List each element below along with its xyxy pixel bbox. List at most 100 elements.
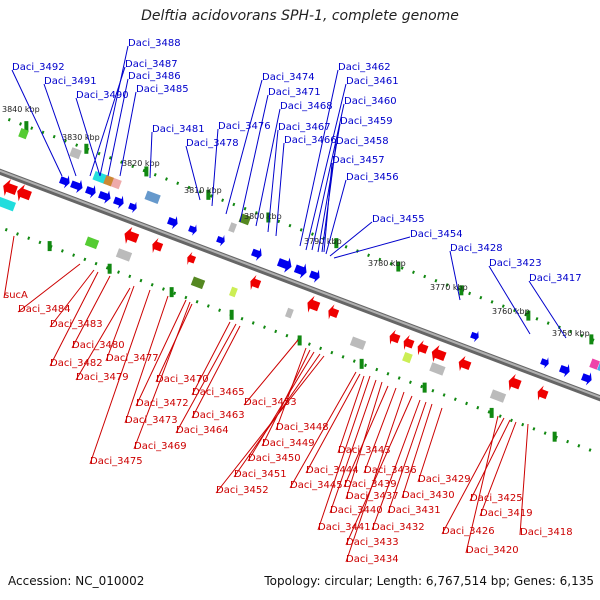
reverse-gene-arrow xyxy=(187,251,197,265)
kbp-scale-label: 3790 kbp xyxy=(304,237,342,246)
forward-gene-label-leader xyxy=(528,280,567,339)
kbp-scale-label: 3760 kbp xyxy=(492,307,530,316)
reverse-gene-arrow xyxy=(389,329,401,345)
forward-gene-label: Daci_3458 xyxy=(336,136,389,147)
forward-gene-box xyxy=(103,175,114,187)
forward-gene-label-leader xyxy=(299,69,339,247)
reverse-gene-label: Daci_3432 xyxy=(372,522,425,533)
reverse-gene-label-leader xyxy=(89,289,151,465)
major-tick xyxy=(526,310,531,321)
reverse-gene-label: Daci_3430 xyxy=(402,490,455,501)
reverse-gene-label-leader xyxy=(75,287,131,381)
reverse-gene-arrow xyxy=(124,227,140,244)
reverse-gene-label-leader xyxy=(133,301,191,450)
forward-gene-label: Daci_3491 xyxy=(44,76,97,87)
reverse-gene-label: Daci_3475 xyxy=(90,456,143,467)
reverse-gene-label-leader xyxy=(49,269,95,328)
reverse-gene-label: Daci_3463 xyxy=(192,410,245,421)
reverse-gene-box xyxy=(489,389,507,403)
forward-gene-label: Daci_3490 xyxy=(76,90,129,101)
genome-backbone-highlight xyxy=(0,169,600,399)
reverse-gene-label-leader xyxy=(3,235,15,299)
reverse-gene-label-leader xyxy=(105,285,135,362)
reverse-gene-label-leader xyxy=(305,373,361,474)
reverse-gene-label: Daci_3426 xyxy=(442,526,495,537)
forward-gene-label: Daci_3428 xyxy=(450,243,503,254)
forward-gene-label: Daci_3457 xyxy=(332,155,385,166)
reverse-gene-label: Daci_3479 xyxy=(76,372,129,383)
reverse-gene-label-leader xyxy=(135,299,187,407)
genome-stats-text: Topology: circular; Length: 6,767,514 bp… xyxy=(264,574,594,588)
major-tick xyxy=(206,189,211,200)
reverse-gene-arrow xyxy=(458,356,472,371)
reverse-gene-box xyxy=(84,236,100,250)
forward-gene-label: Daci_3476 xyxy=(218,121,271,132)
reverse-gene-label: Daci_3441 xyxy=(318,522,371,533)
reverse-gene-label-leader xyxy=(17,263,81,313)
reverse-gene-label-leader xyxy=(345,395,413,546)
reverse-gene-arrow xyxy=(307,295,321,313)
forward-gene-label-leader xyxy=(185,145,201,201)
forward-gene-box xyxy=(597,362,600,371)
kbp-scale-label: 3820 kbp xyxy=(122,159,160,168)
reverse-gene-label-leader xyxy=(401,403,433,499)
reverse-gene-label: Daci_3425 xyxy=(470,493,523,504)
reverse-gene-label-leader xyxy=(387,401,427,514)
reverse-gene-label: Daci_3429 xyxy=(418,474,471,485)
forward-gene-label: Daci_3481 xyxy=(152,124,205,135)
reverse-gene-label-leader xyxy=(417,407,443,483)
forward-gene-arrow xyxy=(276,257,292,273)
forward-gene-arrow xyxy=(581,372,592,386)
forward-gene-label-leader xyxy=(317,123,341,253)
reverse-gene-label-leader xyxy=(441,417,505,535)
reverse-gene-label: Daci_3420 xyxy=(466,545,519,556)
forward-tick-track xyxy=(7,117,600,345)
reverse-gene-label: Daci_3418 xyxy=(520,527,573,538)
reverse-gene-box xyxy=(402,351,413,364)
kbp-scale-label: 3840 kbp xyxy=(2,105,40,114)
reverse-gene-box xyxy=(229,286,238,298)
reverse-gene-label: Daci_3449 xyxy=(262,438,315,449)
kbp-scale-label: 3810 kbp xyxy=(184,186,222,195)
forward-gene-label: Daci_3485 xyxy=(136,84,189,95)
forward-gene-label: Daci_3486 xyxy=(128,71,181,82)
reverse-gene-label: Daci_3453 xyxy=(244,397,297,408)
major-tick xyxy=(359,358,364,369)
reverse-gene-label: Daci_3465 xyxy=(192,387,245,398)
forward-gene-label: Daci_3459 xyxy=(340,116,393,127)
forward-gene-arrow xyxy=(293,263,307,279)
major-tick xyxy=(107,263,112,274)
forward-gene-arrow xyxy=(216,235,225,247)
reverse-gene-label-leader xyxy=(337,375,365,454)
reverse-gene-label-leader xyxy=(479,421,517,517)
reverse-gene-label: Daci_3480 xyxy=(72,340,125,351)
reverse-gene-label: Daci_3436 xyxy=(364,465,417,476)
reverse-gene-label: Daci_3448 xyxy=(276,422,329,433)
forward-gene-label: Daci_3417 xyxy=(529,273,582,284)
major-tick xyxy=(169,287,174,298)
forward-gene-label: Daci_3462 xyxy=(338,62,391,73)
reverse-gene-label: Daci_3473 xyxy=(125,415,178,426)
forward-gene-label: Daci_3423 xyxy=(489,258,542,269)
reverse-gene-arrow xyxy=(431,345,447,362)
reverse-gene-label-leader xyxy=(289,371,357,489)
forward-gene-label-leader xyxy=(333,236,411,259)
major-tick xyxy=(459,285,464,296)
forward-gene-box xyxy=(228,222,237,233)
reverse-gene-arrow xyxy=(508,373,522,391)
forward-gene-label-leader xyxy=(329,221,373,257)
reverse-gene-label-leader xyxy=(247,351,315,462)
forward-gene-arrow xyxy=(309,269,320,283)
forward-gene-label-leader xyxy=(449,250,461,301)
forward-gene-arrow xyxy=(70,179,83,194)
reverse-gene-label-leader xyxy=(124,295,169,424)
reverse-gene-label-leader xyxy=(71,275,111,349)
forward-gene-label-leader xyxy=(311,103,345,251)
forward-gene-label: Daci_3478 xyxy=(186,138,239,149)
reverse-gene-label: Daci_3451 xyxy=(234,469,287,480)
reverse-gene-label: Daci_3483 xyxy=(50,319,103,330)
reverse-gene-label-leader xyxy=(345,391,405,563)
reverse-gene-label-leader xyxy=(215,355,325,494)
